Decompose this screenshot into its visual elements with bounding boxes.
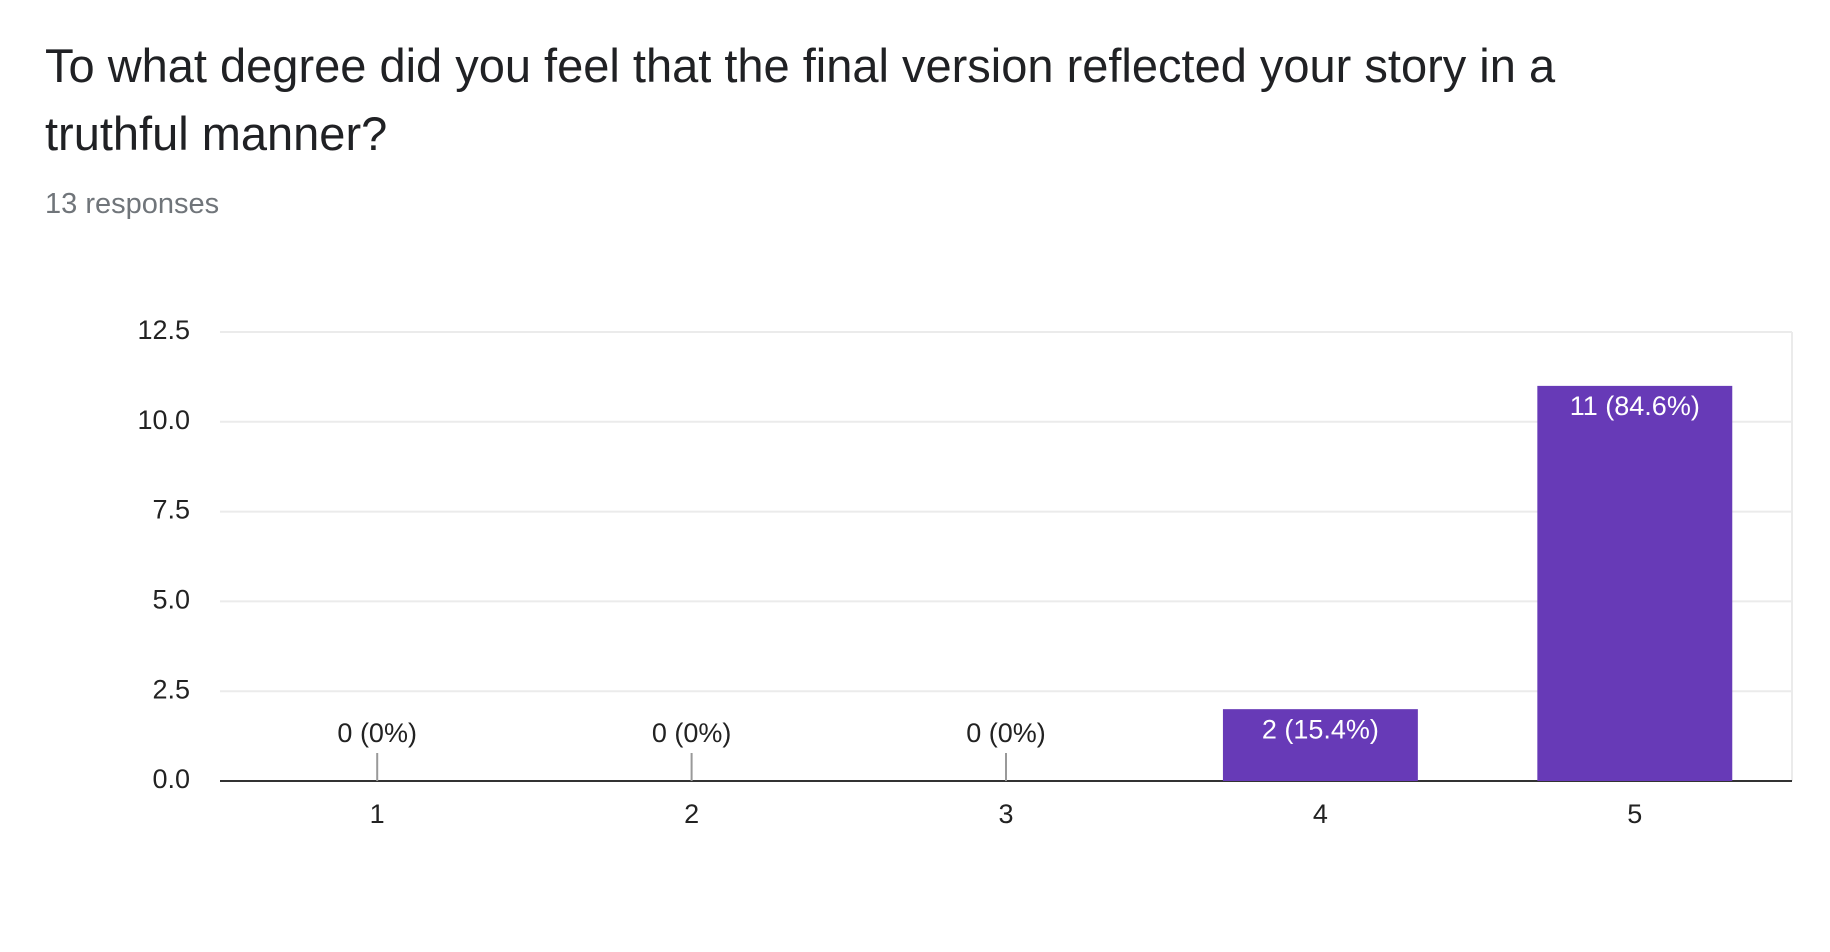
- y-tick-label: 10.0: [137, 405, 190, 435]
- data-label: 0 (0%): [337, 718, 417, 748]
- y-tick-label: 5.0: [152, 585, 190, 615]
- y-tick-label: 0.0: [152, 764, 190, 794]
- y-tick-label: 2.5: [152, 674, 190, 704]
- data-label: 2 (15.4%): [1262, 714, 1379, 744]
- x-tick-label: 3: [998, 799, 1013, 829]
- y-tick-label: 12.5: [137, 315, 190, 345]
- x-tick-label: 5: [1627, 799, 1642, 829]
- chart-title: To what degree did you feel that the fin…: [45, 39, 1556, 160]
- data-label: 11 (84.6%): [1570, 391, 1700, 421]
- y-tick-label: 7.5: [152, 495, 190, 525]
- bar: [1537, 385, 1733, 781]
- chart-subtitle: 13 responses: [45, 188, 220, 220]
- data-label: 0 (0%): [652, 718, 732, 748]
- data-label: 0 (0%): [966, 718, 1046, 748]
- x-tick-label: 2: [684, 799, 699, 829]
- x-tick-label: 4: [1313, 799, 1328, 829]
- bar: [1222, 709, 1418, 781]
- x-tick-label: 1: [370, 799, 385, 829]
